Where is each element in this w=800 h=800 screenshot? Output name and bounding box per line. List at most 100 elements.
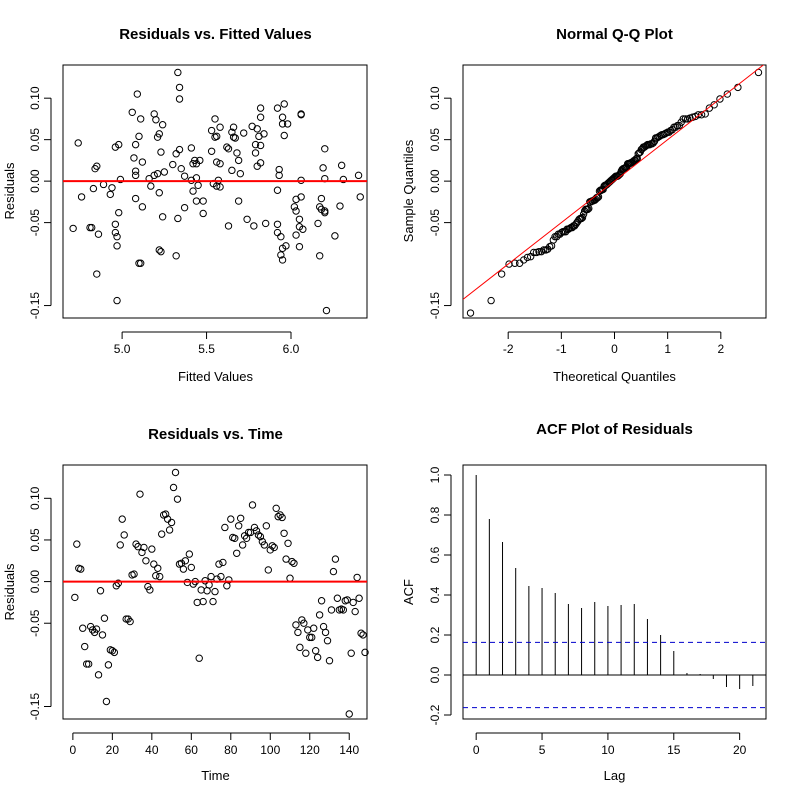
- residual-point: [295, 242, 304, 251]
- residual-point: [273, 186, 282, 194]
- time-residual-point: [179, 565, 188, 573]
- residual-point: [180, 203, 189, 212]
- qq-point: [723, 90, 732, 98]
- residual-point: [278, 113, 287, 121]
- residual-point: [278, 256, 287, 264]
- residual-point: [115, 208, 123, 217]
- residual-point: [131, 171, 140, 180]
- qq-point: [648, 140, 656, 148]
- residual-point: [199, 197, 207, 205]
- residual-point: [155, 189, 163, 197]
- acf-y-tick-label: -0.2: [428, 704, 442, 725]
- residual-point: [275, 171, 283, 180]
- residual-point: [135, 132, 143, 141]
- time-residual-point: [355, 594, 363, 602]
- time-residual-point: [345, 710, 353, 718]
- residual-point: [256, 104, 265, 112]
- time-residual-point: [88, 626, 97, 634]
- time-residual-point: [333, 594, 342, 602]
- residual-point: [116, 175, 125, 184]
- time-residual-point: [146, 586, 154, 594]
- normal-qq-y-tick-label: 0.00: [428, 169, 442, 193]
- residual-point: [228, 128, 236, 136]
- time-residual-point: [361, 648, 369, 657]
- residual-point: [261, 219, 270, 228]
- residual-point: [158, 213, 167, 221]
- residual-point: [256, 113, 265, 121]
- time-residual-point: [187, 563, 196, 572]
- time-residual-point: [321, 628, 330, 637]
- residual-point: [216, 123, 224, 131]
- time-residual-point: [98, 631, 107, 639]
- normal-qq-plot-frame: [462, 64, 767, 319]
- qq-reference-line: [463, 65, 765, 300]
- normal-qq-panel: Normal Q-Q Plot Theoretical Quantiles Sa…: [401, 26, 767, 384]
- normal-qq-x-tick-label: 1: [664, 342, 671, 356]
- residual-point: [147, 182, 155, 190]
- normal-qq-y-tick-label: 0.10: [428, 86, 442, 110]
- time-residual-point: [77, 565, 85, 573]
- time-residual-point: [276, 511, 284, 519]
- time-residual-point: [126, 617, 134, 626]
- residual-point: [131, 140, 140, 149]
- residual-point: [336, 202, 344, 210]
- residuals-vs-time-x-tick-label: 0: [70, 743, 77, 757]
- residual-point: [356, 193, 364, 201]
- time-residual-point: [231, 534, 239, 542]
- time-residual-point: [221, 523, 229, 532]
- normal-qq-x-tick-label: 0: [611, 342, 618, 356]
- residual-point: [321, 145, 329, 153]
- qq-point: [671, 123, 680, 131]
- qq-point: [497, 270, 506, 278]
- residuals-vs-time-y-tick-label: 0.00: [28, 570, 42, 594]
- time-residual-point: [323, 637, 332, 645]
- acf-panel: ACF Plot of Residuals Lag ACF 0 5 10 15 20 -0…: [401, 421, 767, 783]
- residual-point: [322, 306, 331, 315]
- time-residual-point: [150, 560, 158, 568]
- time-residual-point: [108, 647, 117, 655]
- time-residual-point: [152, 572, 160, 580]
- time-residual-point: [71, 593, 79, 602]
- normal-qq-y-tick-label: -0.05: [428, 209, 442, 237]
- time-residual-point: [102, 697, 111, 706]
- residual-point: [136, 259, 145, 267]
- time-residual-point: [274, 512, 282, 521]
- time-residual-point: [329, 567, 338, 576]
- residuals-vs-time-panel: Residuals vs. Time Time Residuals 0 20 40 6…: [2, 426, 369, 783]
- residual-point: [228, 166, 236, 175]
- time-residual-point: [116, 541, 124, 549]
- residual-point: [111, 228, 120, 237]
- acf-y-tick-label: 0.6: [428, 546, 442, 563]
- time-residual-point: [136, 490, 144, 498]
- time-residual-point: [292, 621, 300, 629]
- residual-point: [199, 209, 207, 218]
- time-residual-point: [317, 597, 326, 605]
- residual-point: [299, 225, 307, 233]
- time-residual-point: [173, 495, 182, 503]
- residual-point: [94, 230, 103, 238]
- time-residual-point: [278, 513, 286, 522]
- time-residual-point: [156, 572, 164, 581]
- residual-point: [130, 154, 138, 162]
- time-residual-point: [290, 559, 298, 567]
- residuals-vs-time-x-tick-label: 80: [224, 743, 238, 757]
- time-residual-point: [169, 483, 178, 492]
- residuals-vs-fitted-ylabel: Residuals: [2, 162, 17, 220]
- acf-x-tick-label: 5: [539, 743, 546, 757]
- time-residual-point: [81, 642, 89, 651]
- residuals-vs-time-x-tick-label: 40: [145, 743, 159, 757]
- residuals-vs-fitted-xlabel: Fitted Values: [178, 369, 253, 384]
- residual-point: [77, 193, 86, 201]
- residual-point: [240, 129, 248, 137]
- time-residual-point: [73, 540, 81, 548]
- residuals-vs-fitted-x-tick-label: 5.0: [114, 342, 131, 356]
- qq-point: [716, 95, 724, 103]
- time-residual-point: [233, 549, 241, 557]
- time-residual-point: [315, 611, 324, 619]
- residual-point: [354, 171, 363, 180]
- qq-point: [511, 259, 519, 267]
- residual-point: [251, 149, 260, 157]
- residual-point: [319, 164, 327, 172]
- time-residual-point: [79, 624, 87, 632]
- acf-y-tick-label: 1.0: [428, 466, 442, 483]
